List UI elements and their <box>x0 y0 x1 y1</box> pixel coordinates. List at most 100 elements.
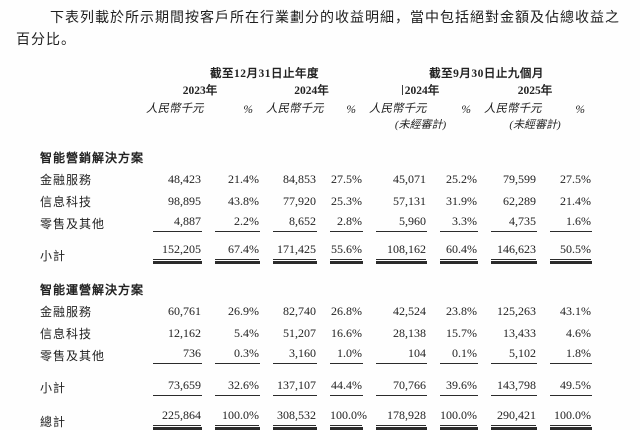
value-cell: 290,421 <box>478 408 537 430</box>
value-cell: 21.4% <box>560 194 591 208</box>
section-title: 智能營銷解決方案 <box>40 151 145 165</box>
total-row: 總計 225,864 100.0% 308,532 100.0% 178,928… <box>40 408 592 430</box>
unaudited-note: (未經審計) <box>509 119 561 131</box>
value-cell: 57,131 <box>393 194 426 208</box>
spacer-row <box>40 264 592 278</box>
percent-unit-label: % <box>461 104 471 116</box>
value-cell: 100.0% <box>427 408 478 430</box>
row-label: 信息科技 <box>40 195 93 209</box>
value-cell: 104 <box>363 342 427 364</box>
subtotal-row: 小計 152,205 67.4% 171,425 55.6% 108,162 6… <box>40 242 592 264</box>
value-cell: 143,798 <box>478 374 537 396</box>
value-cell: 15.7% <box>446 326 477 340</box>
unit-header: 人民幣千元% <box>260 98 363 116</box>
table-row: 金融服務 48,423 21.4% 84,853 27.5% 45,071 25… <box>40 166 592 188</box>
unaudited-header-row: (未經審計) (未經審計) <box>40 116 592 132</box>
row-label: 零售及其他 <box>40 217 106 231</box>
section-title: 智能運營解決方案 <box>40 283 145 297</box>
value-cell: 98,895 <box>168 194 201 208</box>
percent-unit-label: % <box>575 104 585 116</box>
empty-cell <box>260 116 363 132</box>
value-cell: 152,205 <box>140 242 202 264</box>
period-group-nine-months: 截至9月30日止九個月 <box>429 68 544 80</box>
year-header-2023: 2023年 <box>140 81 260 98</box>
value-cell: 171,425 <box>260 242 317 264</box>
year-header-2025-interim: 2025年 <box>478 81 592 98</box>
value-cell: 16.6% <box>331 326 362 340</box>
value-cell: 28,138 <box>393 326 426 340</box>
value-cell: 137,107 <box>260 374 317 396</box>
value-cell: 49.5% <box>537 374 592 396</box>
value-cell: 60.4% <box>427 242 478 264</box>
currency-unit-label: 人民幣千元 <box>266 103 324 115</box>
value-cell: 146,623 <box>478 242 537 264</box>
table-row: 信息科技 98,895 43.8% 77,920 25.3% 57,131 31… <box>40 188 592 210</box>
value-cell: 50.5% <box>537 242 592 264</box>
value-cell: 21.4% <box>228 172 259 186</box>
empty-cell <box>40 116 140 132</box>
value-cell: 48,423 <box>168 172 201 186</box>
row-label: 小計 <box>40 381 67 395</box>
year-label: 2024年 <box>404 85 440 97</box>
value-cell: 73,659 <box>140 374 202 396</box>
value-cell: 43.1% <box>560 304 591 318</box>
value-cell: 67.4% <box>202 242 260 264</box>
currency-unit-label: 人民幣千元 <box>484 103 542 115</box>
spacer-row <box>40 132 592 146</box>
value-cell: 27.5% <box>331 172 362 186</box>
currency-unit-label: 人民幣千元 <box>369 103 427 115</box>
value-cell: 0.3% <box>202 342 260 364</box>
unit-header: 人民幣千元% <box>478 98 592 116</box>
table-row: 金融服務 60,761 26.9% 82,740 26.8% 42,524 23… <box>40 298 592 320</box>
year-label: 2025年 <box>517 85 553 97</box>
spacer-row <box>40 364 592 374</box>
value-cell: 39.6% <box>427 374 478 396</box>
value-cell: 4.6% <box>566 326 591 340</box>
value-cell: 2.8% <box>317 210 363 232</box>
table-row: 零售及其他 736 0.3% 3,160 1.0% 104 0.1% 5,102… <box>40 342 592 364</box>
value-cell: 308,532 <box>260 408 317 430</box>
value-cell: 23.8% <box>446 304 477 318</box>
section-title-row: 智能營銷解決方案 <box>40 146 592 166</box>
value-cell: 45,071 <box>393 172 426 186</box>
empty-cell <box>40 81 140 98</box>
year-header-2024: 2024年 <box>260 81 363 98</box>
value-cell: 3.3% <box>427 210 478 232</box>
value-cell: 736 <box>140 342 202 364</box>
value-cell: 5,960 <box>363 210 427 232</box>
value-cell: 82,740 <box>283 304 316 318</box>
period-group-row: 截至12月31日止年度 截至9月30日止九個月 <box>40 64 592 81</box>
empty-cell <box>140 116 260 132</box>
value-cell: 4,735 <box>478 210 537 232</box>
value-cell: 25.2% <box>446 172 477 186</box>
row-label: 信息科技 <box>40 327 93 341</box>
value-cell: 62,289 <box>503 194 536 208</box>
period-group-annual: 截至12月31日止年度 <box>210 68 319 80</box>
spacer-row <box>40 232 592 242</box>
spacer-row <box>40 396 592 408</box>
value-cell: 100.0% <box>202 408 260 430</box>
year-label: 2024年 <box>294 85 329 97</box>
value-cell: 42,524 <box>393 304 426 318</box>
value-cell: 5.4% <box>234 326 259 340</box>
subtotal-row: 小計 73,659 32.6% 137,107 44.4% 70,766 39.… <box>40 374 592 396</box>
value-cell: 100.0% <box>317 408 367 430</box>
value-cell: 4,887 <box>140 210 202 232</box>
empty-cell <box>40 64 140 81</box>
currency-unit-label: 人民幣千元 <box>146 103 204 115</box>
stray-mark <box>401 85 403 95</box>
value-cell: 25.3% <box>331 194 362 208</box>
unit-header: 人民幣千元% <box>363 98 478 116</box>
value-cell: 55.6% <box>317 242 363 264</box>
table-row: 信息科技 12,162 5.4% 51,207 16.6% 28,138 15.… <box>40 320 592 342</box>
value-cell: 44.4% <box>317 374 363 396</box>
value-cell: 5,102 <box>478 342 537 364</box>
value-cell: 79,599 <box>503 172 536 186</box>
value-cell: 12,162 <box>168 326 201 340</box>
table-row: 零售及其他 4,887 2.2% 8,652 2.8% 5,960 3.3% 4… <box>40 210 592 232</box>
year-label: 2023年 <box>182 85 218 97</box>
value-cell: 100.0% <box>537 408 592 430</box>
value-cell: 60,761 <box>168 304 201 318</box>
unit-header: 人民幣千元% <box>140 98 260 116</box>
unaudited-note: (未經審計) <box>394 119 447 131</box>
